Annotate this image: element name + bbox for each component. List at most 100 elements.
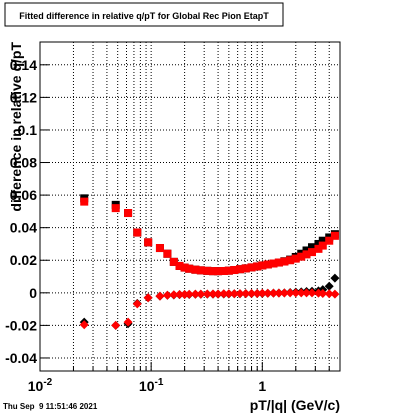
square-marker — [196, 266, 205, 275]
y-tick-label: 0.08 — [10, 155, 37, 171]
square-marker — [314, 239, 323, 248]
diamond-marker — [324, 289, 334, 299]
diamond-marker — [143, 293, 153, 303]
diamond-marker — [247, 288, 257, 298]
footer-date: Thu Sep 9 11:51:46 2021 — [3, 402, 98, 411]
diamond-marker — [111, 320, 121, 330]
square-marker — [144, 238, 153, 247]
y-tick-label: 0.04 — [10, 220, 37, 236]
x-tick-label-exponent: -1 — [154, 377, 163, 388]
square-marker — [253, 262, 262, 271]
square-marker — [124, 209, 133, 218]
y-tick-label: 0.02 — [10, 252, 37, 268]
diamond-marker — [162, 290, 172, 300]
x-tick-label: 1 — [258, 378, 266, 394]
diamond-marker — [224, 289, 234, 299]
diamond-marker — [155, 291, 165, 301]
square-marker — [236, 265, 245, 274]
title-box — [4, 2, 284, 27]
chart-title: Fitted difference in relative q/pT for G… — [19, 11, 269, 21]
diamond-marker — [279, 288, 289, 298]
diamond-marker — [123, 317, 133, 327]
square-marker — [308, 243, 317, 252]
square-marker — [286, 256, 295, 265]
diamond-marker — [274, 288, 284, 298]
square-marker — [180, 263, 189, 272]
diamond-marker — [307, 288, 317, 298]
square-marker — [163, 249, 172, 258]
y-tick-label: -0.02 — [5, 317, 37, 333]
y-tick-label: 0.12 — [10, 89, 37, 105]
diamond-marker — [190, 289, 200, 299]
diamond-marker — [268, 288, 278, 298]
diamond-marker — [302, 288, 312, 298]
diamond-marker — [291, 288, 301, 298]
x-axis-label: pT/|q| (GeV/c) — [250, 397, 340, 413]
square-marker — [203, 266, 212, 275]
y-tick-label: 0 — [29, 285, 37, 301]
square-marker — [318, 241, 327, 250]
diamond-marker — [213, 289, 223, 299]
diamond-marker — [324, 281, 334, 291]
diamond-marker — [296, 288, 306, 298]
square-marker — [330, 231, 339, 240]
square-marker — [175, 261, 184, 270]
square-marker — [191, 265, 200, 274]
square-marker — [318, 236, 327, 245]
diamond-marker — [241, 289, 251, 299]
x-tick-label-base: 10 — [139, 378, 155, 394]
square-marker — [325, 236, 334, 245]
diamond-marker — [229, 289, 239, 299]
diamond-marker — [196, 289, 206, 299]
diamond-marker — [219, 289, 229, 299]
diamond-marker — [257, 288, 267, 298]
y-tick-label: 0.1 — [18, 122, 38, 138]
square-marker — [185, 264, 194, 273]
square-marker — [263, 260, 272, 269]
x-tick-label-exponent: -2 — [43, 377, 52, 388]
x-tick-label-base: 10 — [28, 378, 44, 394]
square-marker — [230, 266, 239, 275]
diamond-marker — [285, 288, 295, 298]
diamond-marker — [330, 273, 340, 283]
square-marker — [314, 244, 323, 253]
square-marker — [80, 197, 89, 206]
square-marker — [308, 248, 317, 257]
x-tick-label: 10-2 — [28, 377, 53, 394]
square-marker — [208, 267, 217, 276]
diamond-marker — [235, 289, 245, 299]
diamond-marker — [79, 320, 89, 330]
x-tick-label: 10-1 — [139, 377, 164, 394]
square-marker — [269, 259, 278, 268]
square-marker — [219, 266, 228, 275]
square-marker — [214, 267, 223, 276]
square-marker — [111, 204, 120, 213]
y-tick-label: 0.06 — [10, 187, 37, 203]
y-tick-label: 0.14 — [10, 57, 37, 73]
square-marker — [297, 252, 306, 261]
square-marker — [280, 257, 289, 266]
square-marker — [169, 257, 178, 266]
square-marker — [224, 266, 233, 275]
diamond-marker — [208, 289, 218, 299]
diamond-marker — [263, 288, 273, 298]
square-marker — [302, 250, 311, 259]
square-marker — [258, 261, 267, 270]
square-marker — [155, 244, 164, 253]
diamond-marker — [184, 289, 194, 299]
square-marker — [291, 254, 300, 263]
diamond-marker — [202, 289, 212, 299]
square-marker — [133, 228, 142, 237]
diamond-marker — [169, 290, 179, 300]
diamond-marker — [132, 299, 142, 309]
y-axis-label: difference in relative q/pT — [8, 42, 24, 212]
diamond-marker — [175, 289, 185, 299]
diamond-marker — [330, 289, 340, 299]
plot-frame — [39, 41, 341, 372]
diamond-marker — [252, 288, 262, 298]
diamond-marker — [318, 288, 328, 298]
square-marker — [241, 264, 250, 273]
square-marker — [274, 258, 283, 267]
